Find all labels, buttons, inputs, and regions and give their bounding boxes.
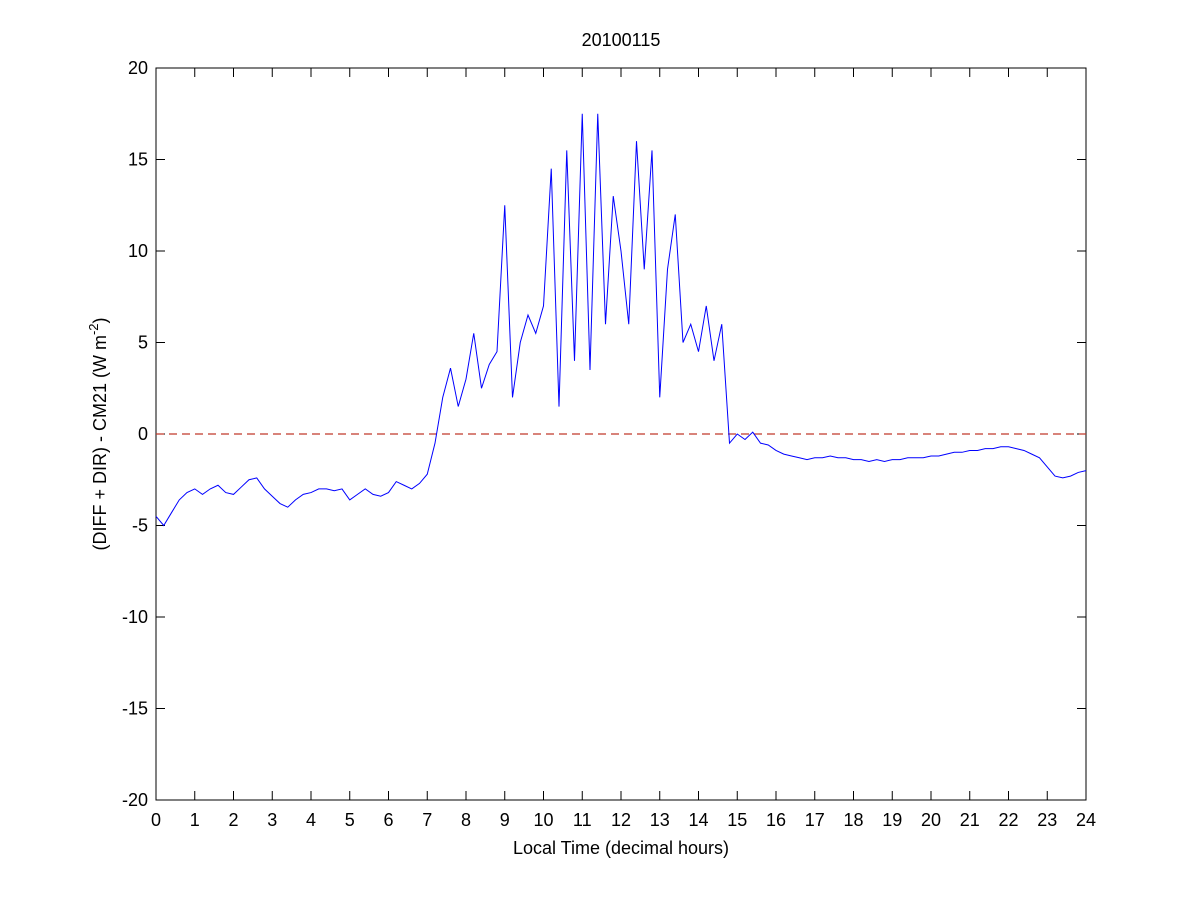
x-tick-label: 10	[533, 810, 553, 830]
y-tick-label: -15	[122, 699, 148, 719]
y-axis-label-tail: )	[90, 317, 110, 323]
x-tick-label: 13	[650, 810, 670, 830]
x-tick-label: 11	[573, 810, 592, 830]
y-tick-label: 20	[128, 58, 148, 78]
x-tick-label: 2	[228, 810, 238, 830]
x-tick-label: 16	[766, 810, 786, 830]
x-tick-label: 14	[688, 810, 708, 830]
y-tick-label: -10	[122, 607, 148, 627]
x-tick-label: 20	[921, 810, 941, 830]
y-tick-label: 0	[138, 424, 148, 444]
x-tick-label: 1	[190, 810, 200, 830]
plot-frame	[155, 67, 1087, 801]
x-tick-label: 7	[422, 810, 432, 830]
y-axis-label: (DIFF + DIR) - CM21 (W m-2)	[86, 317, 110, 550]
x-tick-label: 23	[1037, 810, 1057, 830]
y-tick-label: 15	[128, 150, 148, 170]
y-tick-label: -5	[132, 516, 148, 536]
x-tick-label: 8	[461, 810, 471, 830]
x-tick-label: 3	[267, 810, 277, 830]
x-tick-label: 5	[345, 810, 355, 830]
y-axis-label-text: (DIFF + DIR) - CM21 (W m	[90, 335, 110, 550]
x-tick-label: 17	[805, 810, 825, 830]
y-tick-label: 5	[138, 333, 148, 353]
data-line	[155, 113, 1087, 527]
y-tick-label: -20	[122, 790, 148, 810]
x-tick-label: 15	[727, 810, 747, 830]
chart-title: 20100115	[582, 30, 661, 50]
x-tick-label: 12	[611, 810, 631, 830]
x-tick-label: 22	[998, 810, 1018, 830]
x-axis-label: Local Time (decimal hours)	[513, 838, 729, 858]
x-tick-label: 9	[500, 810, 510, 830]
x-tick-label: 19	[882, 810, 902, 830]
x-tick-label: 4	[306, 810, 316, 830]
x-tick-label: 6	[383, 810, 393, 830]
x-tick-label: 0	[151, 810, 161, 830]
x-tick-label: 21	[960, 810, 980, 830]
x-tick-label: 18	[843, 810, 863, 830]
y-tick-label: 10	[128, 241, 148, 261]
y-axis-label-sup: -2	[86, 323, 101, 335]
x-tick-label: 24	[1076, 810, 1096, 830]
